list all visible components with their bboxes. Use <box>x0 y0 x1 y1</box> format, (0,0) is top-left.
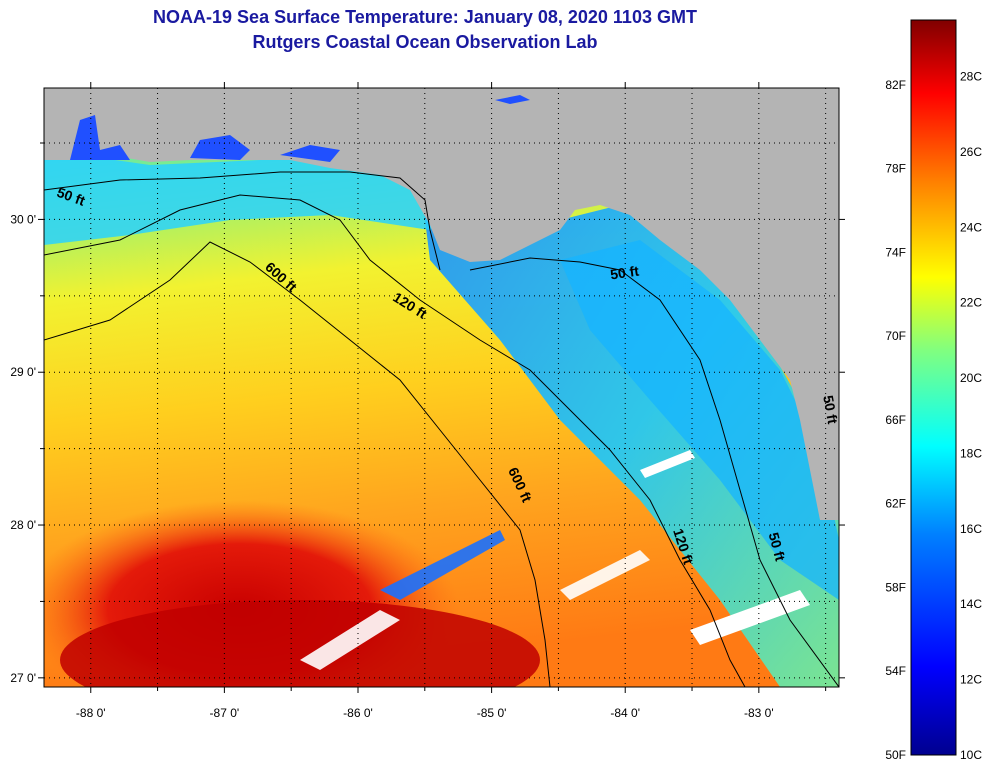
colorbar-label-fahrenheit: 82F <box>885 78 906 92</box>
lat-tick-label: 28 0' <box>10 518 36 532</box>
map-subtitle: Rutgers Coastal Ocean Observation Lab <box>252 32 598 52</box>
lon-tick-label: -86 0' <box>343 706 373 720</box>
colorbar-label-celsius: 10C <box>960 748 982 762</box>
contour-600ft <box>44 241 551 687</box>
colorbar-label-fahrenheit: 66F <box>885 413 906 427</box>
colorbar-label-fahrenheit: 62F <box>885 497 906 511</box>
land <box>44 88 839 520</box>
lon-tick-label: -85 0' <box>477 706 507 720</box>
lon-tick-label: -83 0' <box>744 706 774 720</box>
lat-tick-label: 27 0' <box>10 671 36 685</box>
map-frame <box>43 87 840 688</box>
lon-tick-label: -87 0' <box>210 706 240 720</box>
colorbar-label-fahrenheit: 54F <box>885 664 906 678</box>
colorbar-label-fahrenheit: 50F <box>885 748 906 762</box>
colorbar-label-celsius: 22C <box>960 296 982 310</box>
axis-ticks: -88 0' -87 0' -86 0' -85 0' -84 0' -83 0' 27 0… <box>10 82 845 720</box>
contour-label: 50 ft <box>609 263 640 283</box>
colorbar-label-celsius: 26C <box>960 145 982 159</box>
cloud-streak-2 <box>560 550 650 600</box>
inland-lake <box>495 95 530 104</box>
contour-120ft <box>44 194 746 687</box>
colorbar-label-fahrenheit: 58F <box>885 580 906 594</box>
shelf-cool-band <box>560 240 839 600</box>
pensacola-bay <box>190 135 250 160</box>
colorbar-label-celsius: 28C <box>960 70 982 84</box>
contour-50ft-east <box>469 257 839 687</box>
lat-tick-label: 29 0' <box>10 365 36 379</box>
lon-tick-label: -84 0' <box>610 706 640 720</box>
shelf-water <box>420 180 839 687</box>
choctawhatchee-bay <box>280 145 340 162</box>
contour-50ft-north <box>44 171 441 271</box>
colorbar-labels: 28C 26C 24C 22C 20C 18C 16C 14C 12C 10C 82F 78F 74F 7… <box>885 70 982 762</box>
colorbar-label-fahrenheit: 78F <box>885 162 906 176</box>
cloud-streak-3 <box>690 590 810 645</box>
colorbar-label-celsius: 18C <box>960 446 982 460</box>
contour-label: 50 ft <box>820 394 841 425</box>
lat-tick-label: 30 0' <box>10 212 36 226</box>
mobile-bay <box>70 115 130 160</box>
cloud-streak-4 <box>300 610 400 670</box>
map-title: NOAA-19 Sea Surface Temperature: January… <box>153 7 697 27</box>
cloud-streak-1 <box>380 530 505 600</box>
colorbar <box>910 19 957 756</box>
colorbar-label-celsius: 24C <box>960 220 982 234</box>
colorbar-label-celsius: 12C <box>960 673 982 687</box>
warm-eddy-south <box>60 600 540 687</box>
colorbar-label-celsius: 20C <box>960 371 982 385</box>
colorbar-label-fahrenheit: 74F <box>885 245 906 259</box>
colorbar-label-celsius: 14C <box>960 597 982 611</box>
lon-tick-label: -88 0' <box>76 706 106 720</box>
contour-label: 50 ft <box>766 531 789 563</box>
cloud-streak-5 <box>640 450 695 478</box>
north-coastal-band <box>44 150 460 245</box>
colorbar-label-fahrenheit: 70F <box>885 329 906 343</box>
colorbar-label-celsius: 16C <box>960 522 982 536</box>
